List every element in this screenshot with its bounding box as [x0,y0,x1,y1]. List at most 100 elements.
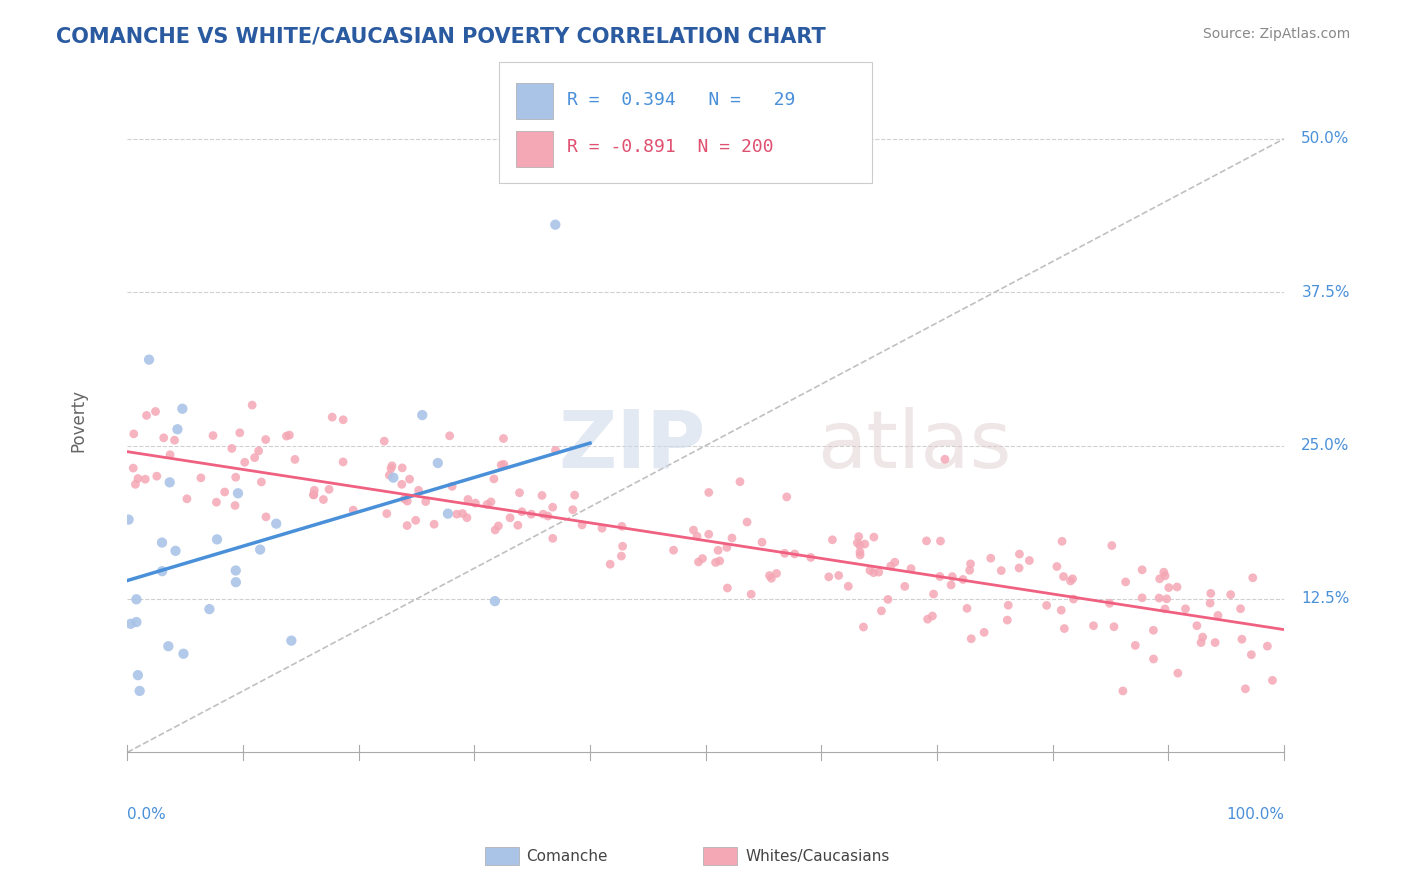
Point [492,432,515,446]
Point [1052,569,1074,583]
Point [117,513,139,527]
Point [758,568,780,582]
Point [939,578,962,592]
Point [959,557,981,571]
Text: COMANCHE VS WHITE/CAUCASIAN POVERTY CORRELATION CHART: COMANCHE VS WHITE/CAUCASIAN POVERTY CORR… [56,27,825,46]
Point [1123,639,1146,653]
Point [1199,586,1222,600]
Point [612,539,634,553]
Point [915,533,938,548]
Point [332,455,354,469]
Point [499,511,522,525]
Point [1018,553,1040,567]
Point [441,479,464,493]
Point [894,579,917,593]
Point [510,505,533,519]
Point [728,475,751,489]
Point [1083,618,1105,632]
Point [530,488,553,502]
Point [610,519,633,533]
Point [1050,603,1073,617]
Point [686,529,709,543]
Point [394,491,416,506]
Point [489,458,512,472]
Point [304,483,326,498]
Point [1059,574,1081,588]
Point [138,352,160,367]
Point [537,509,560,524]
Point [172,401,194,416]
Point [1189,635,1212,649]
Point [900,561,922,575]
Point [776,490,799,504]
Point [396,494,419,508]
Point [921,609,943,624]
Point [863,530,886,544]
Point [176,491,198,506]
Point [475,498,498,512]
Point [959,563,981,577]
Point [146,469,169,483]
Point [1130,563,1153,577]
Point [278,428,301,442]
Point [391,461,413,475]
Point [704,556,727,570]
Point [396,518,419,533]
Point [564,488,586,502]
Point [247,444,270,458]
Point [1199,596,1222,610]
Point [934,452,956,467]
Point [318,483,340,497]
Point [1261,673,1284,688]
Point [960,632,983,646]
Point [848,538,870,552]
Point [1157,581,1180,595]
Point [735,515,758,529]
Point [1035,599,1057,613]
Point [716,581,738,595]
Point [1101,539,1123,553]
Point [692,551,714,566]
Point [1174,602,1197,616]
Point [751,535,773,549]
Point [997,599,1019,613]
Point [508,485,530,500]
Point [544,443,567,458]
Point [464,496,486,510]
Point [484,594,506,608]
Point [150,564,173,578]
Point [124,477,146,491]
Point [479,495,502,509]
Point [159,475,181,490]
Point [321,410,343,425]
Point [128,684,150,698]
Point [995,613,1018,627]
Point [225,575,247,590]
Point [1191,630,1213,644]
Point [520,507,543,521]
Point [990,564,1012,578]
Point [697,527,720,541]
Point [134,472,156,486]
Point [457,492,479,507]
Point [1229,601,1251,615]
Point [415,494,437,508]
Point [561,502,583,516]
Point [859,563,882,577]
Point [682,523,704,537]
Point [254,509,277,524]
Point [1046,559,1069,574]
Point [122,461,145,475]
Point [157,639,180,653]
Point [862,566,884,580]
Point [224,499,246,513]
Point [973,625,995,640]
Point [426,456,449,470]
Point [233,455,256,469]
Text: R = -0.891  N = 200: R = -0.891 N = 200 [567,138,773,156]
Point [484,523,506,537]
Point [408,483,430,498]
Point [1167,666,1189,681]
Point [302,488,325,502]
Point [240,398,263,412]
